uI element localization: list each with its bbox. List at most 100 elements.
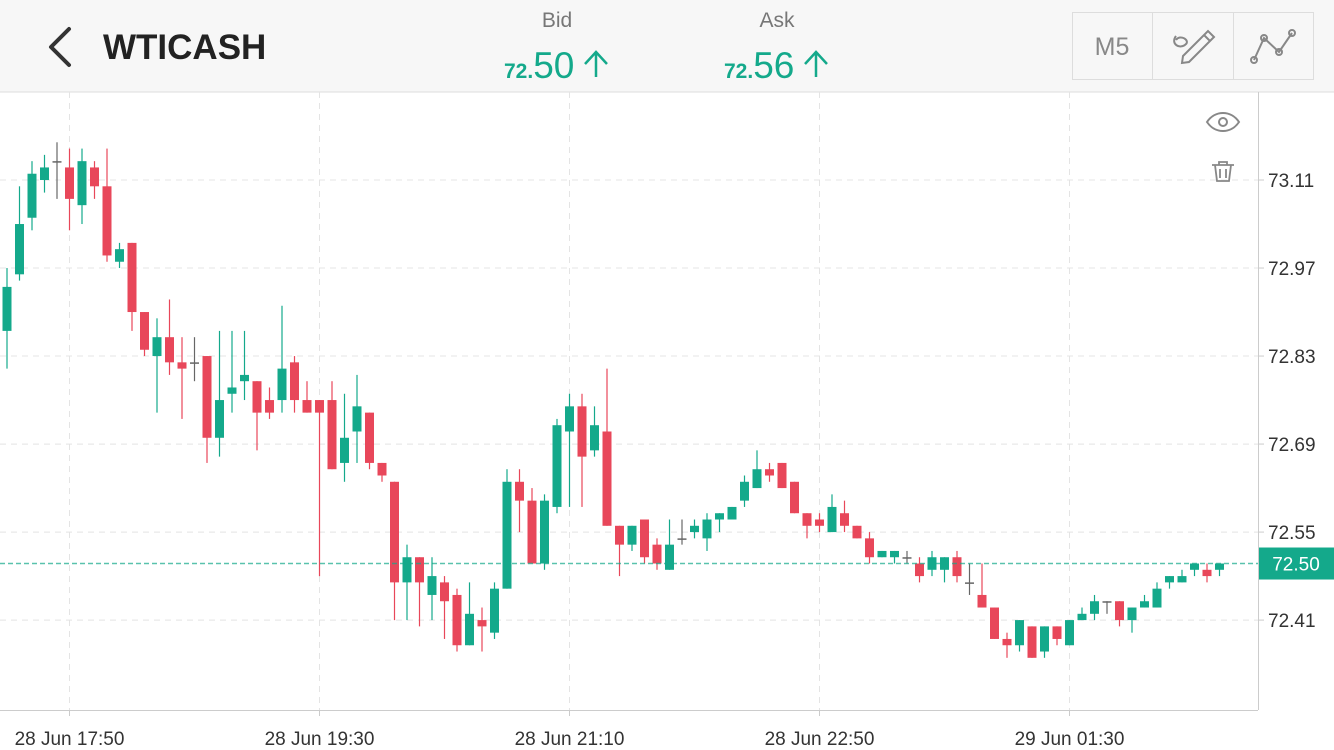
timeframe-label: M5 [1095, 33, 1130, 61]
candle-body [127, 242, 137, 313]
last-price-badge [1259, 547, 1334, 580]
candle-body [202, 356, 212, 438]
x-tick-label: 29 Jun 01:30 [1015, 729, 1125, 750]
ask-digits: 56 [753, 45, 794, 86]
candle-body [415, 557, 424, 583]
delete-button[interactable] [1212, 161, 1234, 182]
candle-body [1015, 620, 1024, 646]
candle-body [2, 286, 12, 331]
candle-body [390, 481, 399, 583]
bid-price: 72.50 [504, 45, 574, 86]
candle-body [1052, 626, 1062, 639]
candle-body [1140, 601, 1149, 608]
candle-body [1040, 626, 1049, 652]
candle-body [252, 381, 262, 413]
candle-body [652, 544, 662, 564]
back-button[interactable] [49, 27, 71, 67]
candle-body [452, 594, 462, 646]
candle-body [602, 431, 612, 526]
bid-up-arrow [584, 50, 608, 77]
candle-body [215, 400, 224, 438]
candle-body [977, 594, 987, 608]
candle-body [90, 167, 99, 187]
candle-body [715, 513, 724, 520]
candle-body [802, 513, 812, 526]
candle-body [1177, 576, 1187, 583]
candle-body [340, 437, 349, 463]
x-tick-label: 28 Jun 21:10 [515, 729, 625, 750]
candle-body [552, 425, 562, 507]
ask-up-arrow [804, 50, 828, 77]
candle-body [752, 469, 762, 489]
draw-tool-button[interactable] [1173, 29, 1216, 65]
x-tick-label: 28 Jun 17:50 [15, 729, 125, 750]
candle-body [52, 161, 62, 163]
candle-body [365, 412, 374, 463]
y-tick-label: 72.97 [1268, 259, 1316, 280]
bid-digits: 50 [533, 45, 574, 86]
y-tick-label: 72.55 [1268, 523, 1316, 544]
indicator-button[interactable] [1250, 29, 1296, 64]
bid-label: Bid [542, 9, 572, 32]
candle-body [1065, 620, 1074, 646]
candle-body [465, 613, 474, 646]
candle-body [490, 588, 499, 633]
candle-body [502, 481, 512, 589]
candle-body [15, 224, 24, 275]
candle-body [902, 557, 912, 559]
candle-body [540, 500, 549, 564]
last-price-label: 72.50 [1272, 555, 1320, 576]
candle-body [740, 481, 749, 501]
candle-body [852, 525, 862, 539]
y-tick-label: 72.83 [1268, 347, 1316, 368]
candle-body [615, 525, 624, 545]
candle-body [315, 400, 324, 413]
bid-prefix: 72. [504, 60, 533, 83]
candle-body [177, 362, 187, 369]
candle-body [65, 167, 74, 199]
candle-body [140, 312, 149, 350]
candle-body [302, 400, 312, 413]
candle-body [577, 406, 587, 457]
visibility-button[interactable] [1205, 112, 1241, 132]
candle-body [590, 425, 599, 451]
candle-body [1202, 569, 1212, 577]
candle-body [190, 362, 199, 364]
candle-body [27, 173, 37, 218]
y-tick-label: 72.41 [1268, 611, 1316, 632]
x-tick-label: 28 Jun 22:50 [765, 729, 875, 750]
candle-body [265, 400, 274, 413]
candle-body [777, 462, 787, 489]
candle-body [427, 576, 437, 595]
candle-body [890, 550, 899, 558]
candle-body [952, 557, 962, 577]
ask-label: Ask [759, 9, 795, 32]
candle-body [40, 167, 49, 181]
x-tick-label: 28 Jun 19:30 [265, 729, 375, 750]
candle-body [377, 462, 387, 476]
candle-body [165, 337, 174, 363]
candle-body [277, 368, 287, 401]
candle-body [402, 557, 412, 583]
candle-body [990, 607, 999, 639]
candle-body [1077, 613, 1087, 621]
candle-body [115, 249, 124, 262]
candle-body [152, 337, 162, 357]
candle-body [627, 525, 637, 545]
candle-body [690, 525, 699, 533]
symbol-title: WTICASH [103, 28, 266, 67]
candle-body [727, 506, 737, 520]
candle-body [665, 544, 674, 570]
candle-body [877, 550, 887, 558]
candle-body [702, 519, 712, 539]
candle-body [640, 519, 649, 558]
candle-body [240, 374, 249, 382]
candle-body [1102, 601, 1112, 603]
y-tick-label: 72.69 [1268, 435, 1316, 456]
candle-body [1115, 601, 1124, 621]
candle-body [515, 481, 524, 501]
candle-body [1215, 563, 1224, 570]
plot-area: 73.11 72.97 72.83 72.69 72.55 72.41 28 Jun 17:… [0, 92, 1334, 750]
candle-body [1190, 563, 1199, 570]
